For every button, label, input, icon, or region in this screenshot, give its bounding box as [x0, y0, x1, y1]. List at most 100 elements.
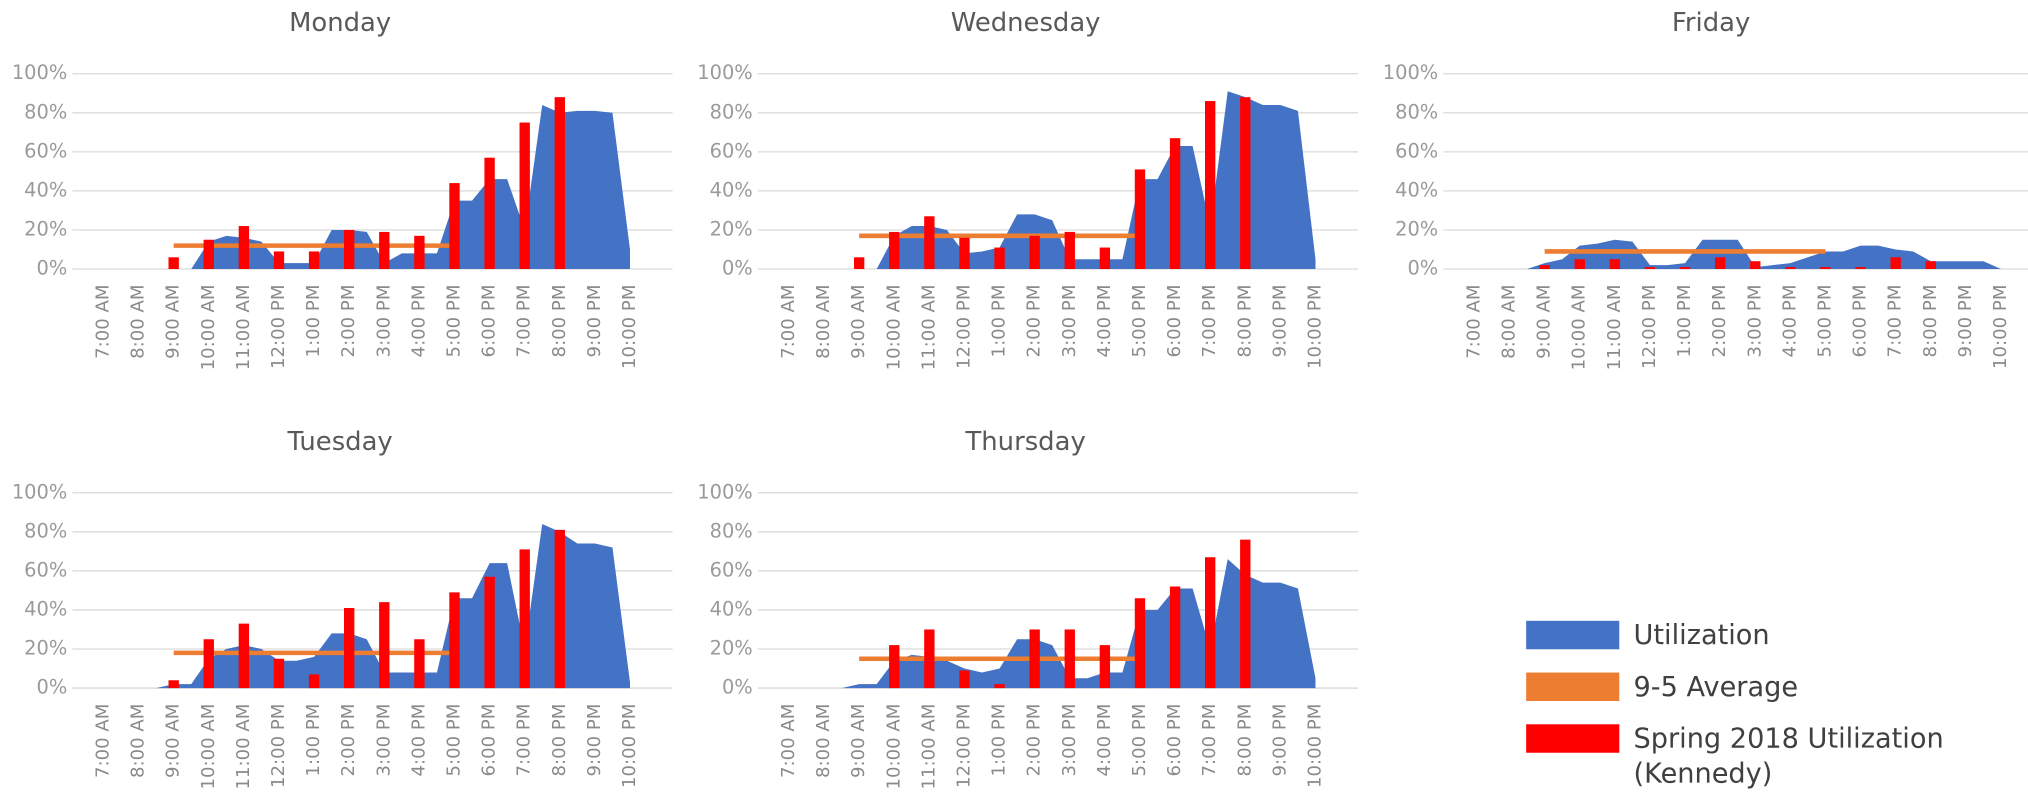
x-tick-label: 1:00 PM: [1674, 285, 1695, 358]
legend-swatch: [1526, 672, 1620, 702]
bar: [379, 231, 390, 270]
x-tick-label: 7:00 PM: [1199, 704, 1220, 777]
utilization-area: [103, 104, 630, 270]
x-tick-label: 10:00 AM: [883, 285, 904, 371]
x-tick-label: 7:00 AM: [778, 704, 799, 778]
x-tick-label: 8:00 PM: [1234, 285, 1255, 358]
y-tick-label: 0%: [1407, 257, 1438, 280]
y-tick-label: 40%: [710, 597, 753, 620]
bar: [1169, 138, 1181, 270]
bar: [1820, 267, 1831, 270]
x-tick-label: 8:00 AM: [813, 285, 834, 359]
bar: [203, 239, 214, 270]
bar: [484, 576, 495, 689]
legend-label: Utilization: [1633, 619, 1770, 651]
x-tick-label: 9:00 AM: [1534, 285, 1555, 359]
x-tick-label: 10:00 PM: [1990, 285, 2011, 369]
x-tick-label: 12:00 PM: [1639, 285, 1660, 369]
x-tick-label: 6:00 PM: [479, 285, 500, 358]
x-tick-label: 2:00 PM: [1709, 285, 1730, 358]
y-tick-label: 20%: [710, 217, 753, 240]
y-tick-label: 40%: [710, 178, 753, 201]
x-tick-label: 4:00 PM: [1094, 285, 1115, 358]
bar: [238, 623, 250, 689]
legend-entry: 9-5 Average: [1634, 671, 1799, 702]
bar: [1714, 257, 1726, 270]
x-tick-label: 9:00 PM: [1269, 704, 1290, 777]
x-tick-label: 6:00 PM: [1164, 285, 1185, 358]
bar: [379, 602, 390, 689]
bar: [449, 183, 460, 270]
bar: [1890, 257, 1901, 270]
utilization-area: [788, 559, 1316, 689]
x-tick-label: 2:00 PM: [338, 704, 359, 777]
x-tick-label: 7:00 PM: [1885, 285, 1906, 358]
y-tick-label: 20%: [24, 217, 67, 240]
x-tick-label: 7:00 AM: [92, 704, 113, 778]
x-tick-label: 9:00 PM: [584, 704, 605, 777]
chart-title: Friday: [1672, 8, 1750, 38]
bar: [994, 684, 1005, 689]
y-tick-label: 40%: [24, 178, 67, 201]
x-tick-label: 8:00 PM: [549, 704, 570, 777]
x-tick-label: 3:00 PM: [373, 704, 394, 777]
bar: [1855, 267, 1866, 270]
bar: [1029, 629, 1040, 689]
x-tick-label: 4:00 PM: [408, 704, 429, 777]
x-tick-label: 12:00 PM: [953, 704, 974, 788]
bar: [1205, 557, 1216, 689]
x-tick-label: 10:00 PM: [1304, 285, 1325, 369]
x-tick-label: 5:00 PM: [443, 285, 464, 358]
bar: [1750, 261, 1761, 270]
x-tick-label: 9:00 PM: [584, 285, 605, 358]
bar: [519, 549, 530, 689]
x-tick-label: 3:00 PM: [373, 285, 394, 358]
bar: [484, 157, 495, 270]
x-tick-label: 9:00 AM: [163, 704, 184, 778]
y-tick-label: 80%: [1395, 100, 1438, 123]
x-tick-label: 4:00 PM: [1094, 704, 1115, 777]
x-tick-label: 10:00 PM: [619, 704, 640, 788]
bar: [554, 97, 565, 270]
x-tick-label: 8:00 AM: [128, 704, 149, 778]
y-tick-label: 20%: [710, 637, 753, 660]
x-tick-label: 8:00 PM: [549, 285, 570, 358]
y-tick-label: 100%: [12, 480, 67, 503]
x-tick-label: 2:00 PM: [1024, 285, 1045, 358]
x-tick-label: 9:00 PM: [1955, 285, 1976, 358]
x-tick-label: 1:00 PM: [303, 285, 324, 358]
bar: [168, 257, 179, 270]
chart-title: Tuesday: [287, 427, 393, 457]
bar: [308, 251, 320, 270]
bar: [308, 674, 320, 689]
y-tick-label: 0%: [36, 676, 67, 699]
x-tick-label: 3:00 PM: [1059, 704, 1080, 777]
x-tick-label: 11:00 AM: [1604, 285, 1625, 371]
x-tick-label: 9:00 PM: [1269, 285, 1290, 358]
bar: [1099, 645, 1111, 689]
x-tick-label: 6:00 PM: [479, 704, 500, 777]
chart-panel: Wednesday 0% 20% 40% 60% 80% 100% 7:00 AM 8:00 A…: [697, 8, 1359, 371]
bar: [1609, 259, 1621, 270]
bar: [168, 680, 179, 689]
y-tick-label: 80%: [24, 100, 67, 123]
y-tick-label: 60%: [710, 139, 753, 162]
bar: [1169, 586, 1181, 689]
y-tick-label: 60%: [24, 139, 67, 162]
y-tick-label: 20%: [1395, 217, 1438, 240]
chart-panel: Tuesday 0% 20% 40% 60% 80% 100% 7:00 AM 8:00 AM 9…: [12, 427, 673, 789]
bar: [519, 122, 530, 270]
bar: [344, 607, 355, 689]
bar: [1925, 261, 1936, 270]
chart-panel: Friday 0% 20% 40% 60% 80% 100% 7:00 AM 8:00 AM 9:…: [1383, 8, 2028, 371]
chart-title: Wednesday: [951, 8, 1101, 38]
chart-title: Thursday: [965, 427, 1086, 457]
y-tick-label: 40%: [24, 597, 67, 620]
bar: [1785, 267, 1796, 270]
y-tick-label: 60%: [1395, 139, 1438, 162]
x-tick-label: 1:00 PM: [303, 704, 324, 777]
x-tick-label: 8:00 AM: [813, 704, 834, 778]
x-tick-label: 11:00 AM: [233, 285, 254, 371]
x-tick-label: 8:00 PM: [1920, 285, 1941, 358]
